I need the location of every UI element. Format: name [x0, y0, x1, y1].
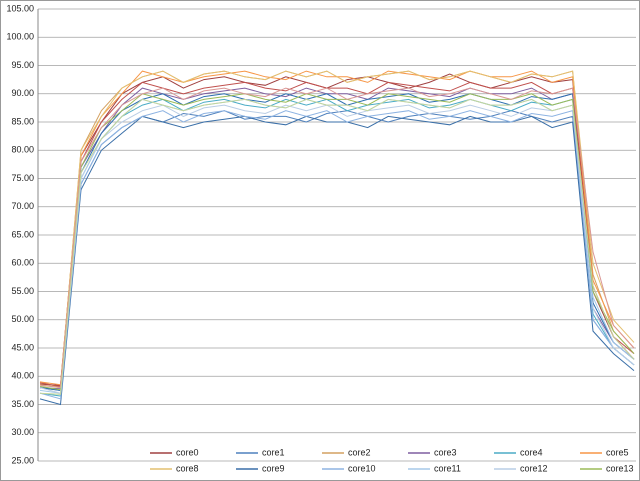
y-tick-label: 30.00: [11, 427, 34, 437]
series-line: [39, 104, 635, 394]
series-line: [39, 98, 635, 395]
series-line: [39, 115, 635, 406]
y-tick-label: 85.00: [11, 116, 34, 126]
legend-label: core10: [348, 463, 376, 473]
legend-label: core8: [176, 463, 199, 473]
y-tick-label: 60.00: [11, 258, 34, 268]
y-tick-label: 90.00: [11, 88, 34, 98]
series-line: [39, 87, 635, 389]
legend-label: core12: [520, 463, 548, 473]
legend-label: core5: [606, 447, 629, 457]
series-line: [39, 81, 635, 387]
y-tick-label: 50.00: [11, 314, 34, 324]
y-tick-label: 75.00: [11, 173, 34, 183]
y-tick-label: 95.00: [11, 60, 34, 70]
legend-label: core0: [176, 447, 199, 457]
y-tick-label: 105.00: [6, 3, 34, 13]
y-tick-label: 40.00: [11, 371, 34, 381]
legend-label: core11: [434, 463, 461, 473]
y-tick-label: 45.00: [11, 342, 34, 352]
legend-label: core3: [434, 447, 457, 457]
legend-label: core1: [262, 447, 285, 457]
series-line: [39, 70, 635, 389]
legend-label: core13: [606, 463, 634, 473]
y-tick-label: 55.00: [11, 286, 34, 296]
series-line: [39, 73, 635, 386]
y-tick-label: 80.00: [11, 145, 34, 155]
y-tick-label: 35.00: [11, 399, 34, 409]
y-tick-label: 70.00: [11, 201, 34, 211]
legend-label: core2: [348, 447, 371, 457]
y-tick-label: 100.00: [6, 32, 34, 42]
series-line: [39, 93, 635, 391]
legend-label: core4: [520, 447, 543, 457]
series-line: [39, 110, 635, 400]
y-tick-label: 25.00: [11, 455, 34, 465]
legend-label: core9: [262, 463, 285, 473]
y-tick-label: 65.00: [11, 229, 34, 239]
